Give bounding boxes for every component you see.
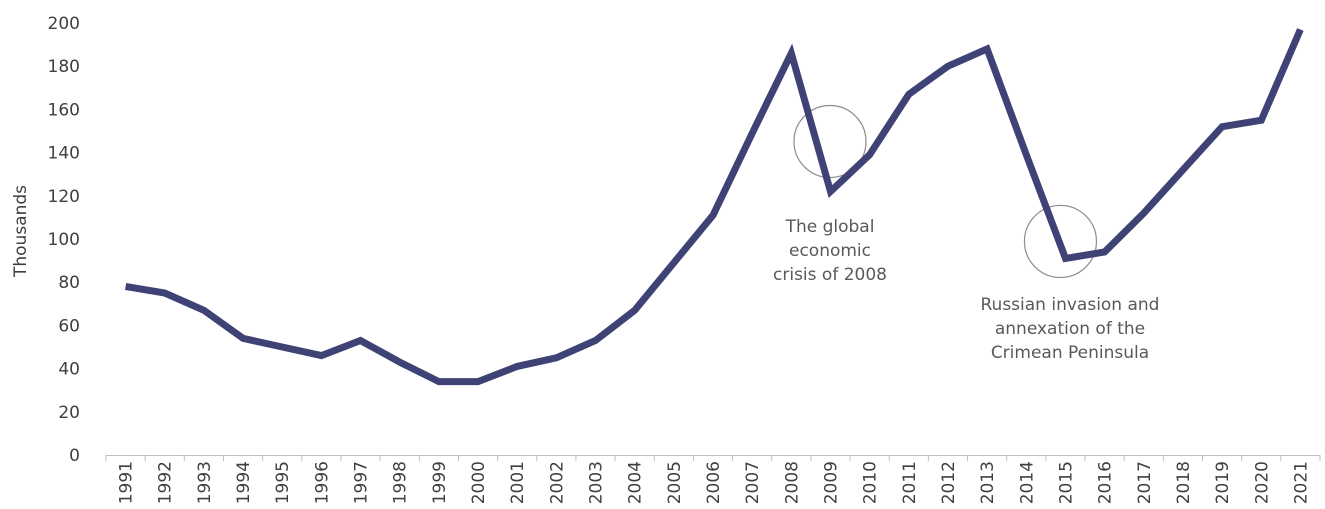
x-tick-label: 1996: [312, 461, 332, 504]
x-tick-label: 2017: [1135, 461, 1155, 504]
x-tick-label: 2018: [1174, 461, 1194, 504]
y-tick-label: 20: [58, 403, 80, 423]
y-axis-title: Thousands: [11, 185, 31, 278]
y-tick-label: 200: [48, 14, 80, 34]
x-tick-label: 2006: [704, 461, 724, 504]
y-tick-label: 60: [58, 316, 80, 336]
x-tick-label: 1998: [391, 461, 411, 504]
series-line: [125, 28, 1304, 386]
x-tick-label: 1993: [195, 461, 215, 504]
x-axis-tick-marks: [105, 455, 1321, 461]
x-tick-label: 2002: [547, 461, 567, 504]
x-tick-label: 2013: [978, 461, 998, 504]
x-tick-label: 2004: [626, 461, 646, 504]
x-tick-label: 2015: [1056, 461, 1076, 504]
x-tick-label: 2011: [900, 461, 920, 504]
y-tick-label: 80: [58, 273, 80, 293]
x-tick-label: 2000: [469, 461, 489, 504]
x-tick-label: 2009: [821, 461, 841, 504]
x-tick-label: 1992: [156, 461, 176, 504]
x-tick-label: 1999: [430, 461, 450, 504]
annotation-text-line: crisis of 2008: [773, 265, 887, 285]
x-tick-label: 2021: [1291, 461, 1311, 504]
y-tick-label: 160: [48, 100, 80, 120]
annotation-text-line: Crimean Peninsula: [991, 343, 1149, 363]
x-tick-label: 2019: [1213, 461, 1233, 504]
x-tick-label: 1994: [234, 461, 254, 504]
x-tick-label: 2007: [743, 461, 763, 504]
annotation-circle: [1023, 204, 1098, 279]
annotation-text-line: economic: [789, 241, 871, 261]
x-axis-ticks: 1991 1992 1993 1994 1995 1996 1997 1998 1999 2000…: [117, 461, 1312, 504]
x-tick-label: 2008: [782, 461, 802, 504]
annotation-text-line: Russian invasion and: [981, 295, 1160, 315]
x-tick-label: 2014: [1017, 461, 1037, 504]
annotation-text-line: The global: [785, 217, 875, 237]
x-tick-label: 2016: [1096, 461, 1116, 504]
annotation-text-line: annexation of the: [995, 319, 1145, 339]
x-tick-label: 2010: [861, 461, 881, 504]
x-tick-label: 2005: [665, 461, 685, 504]
x-tick-label: 2012: [939, 461, 959, 504]
x-tick-label: 2003: [587, 461, 607, 504]
y-axis-ticks: 0 20 40 60 80 100 120 140 160 180 200: [48, 14, 80, 466]
annotations: The global economic crisis of 2008 Russian …: [773, 104, 1160, 363]
y-tick-label: 120: [48, 187, 80, 207]
y-tick-label: 40: [58, 360, 80, 380]
x-tick-label: 1995: [273, 461, 293, 504]
y-tick-label: 180: [48, 57, 80, 77]
x-tick-label: 1991: [117, 461, 137, 504]
y-tick-label: 100: [48, 230, 80, 250]
y-tick-label: 0: [69, 446, 80, 466]
series-group: [125, 28, 1304, 386]
y-tick-label: 140: [48, 144, 80, 164]
x-tick-label: 1997: [352, 461, 372, 504]
x-tick-label: 2001: [508, 461, 528, 504]
x-tick-label: 2020: [1252, 461, 1272, 504]
